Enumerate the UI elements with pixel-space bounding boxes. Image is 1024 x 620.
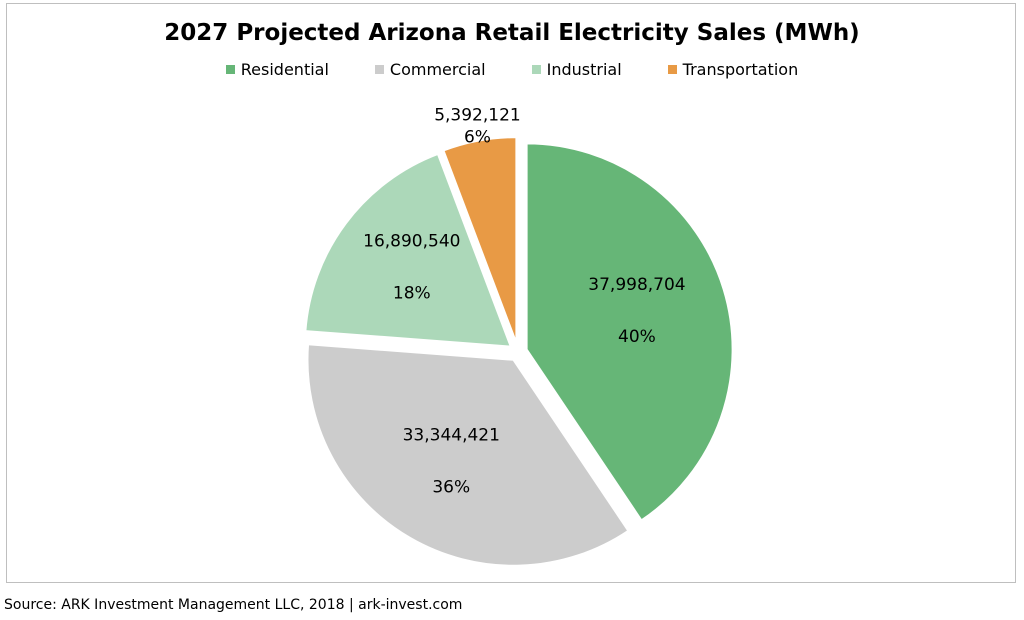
pie-slice-residential	[525, 142, 734, 522]
data-label-value-industrial: 16,890,540	[363, 232, 460, 252]
data-label-value-commercial: 33,344,421	[403, 426, 500, 446]
pie-slice-industrial	[304, 152, 513, 348]
legend-swatch-residential	[225, 65, 235, 74]
data-label-value-residential: 37,998,704	[588, 275, 685, 295]
data-label-value-transportation: 5,392,121	[434, 105, 521, 125]
legend-label-commercial: Commercial	[389, 60, 486, 79]
pie-slice-transportation	[442, 136, 518, 344]
legend-swatch-transportation	[667, 65, 677, 74]
legend-swatch-commercial	[374, 65, 384, 74]
pie-slice-commercial	[306, 343, 630, 567]
data-label-percent-industrial: 18%	[393, 284, 431, 304]
legend-item-residential: Residential	[225, 60, 329, 79]
chart-title: 2027 Projected Arizona Retail Electricit…	[164, 20, 860, 46]
legend-item-transportation: Transportation	[667, 60, 799, 79]
legend: Residential Commercial Industrial Transp…	[7, 60, 1017, 79]
data-label-percent-commercial: 36%	[432, 478, 470, 498]
legend-label-residential: Residential	[240, 60, 329, 79]
source-note: Source: ARK Investment Management LLC, 2…	[4, 597, 463, 613]
legend-label-transportation: Transportation	[682, 60, 799, 79]
legend-item-industrial: Industrial	[531, 60, 622, 79]
legend-swatch-industrial	[531, 65, 541, 74]
legend-label-industrial: Industrial	[546, 60, 622, 79]
data-label-percent-residential: 40%	[618, 327, 656, 347]
data-label-percent-transportation: 6%	[464, 127, 491, 147]
legend-item-commercial: Commercial	[374, 60, 486, 79]
